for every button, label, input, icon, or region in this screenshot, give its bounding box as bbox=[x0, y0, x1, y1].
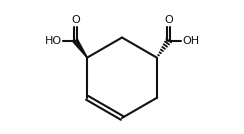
Text: O: O bbox=[164, 15, 173, 25]
Text: HO: HO bbox=[45, 36, 62, 46]
Text: OH: OH bbox=[182, 36, 199, 46]
Text: O: O bbox=[71, 15, 80, 25]
Polygon shape bbox=[73, 39, 87, 58]
